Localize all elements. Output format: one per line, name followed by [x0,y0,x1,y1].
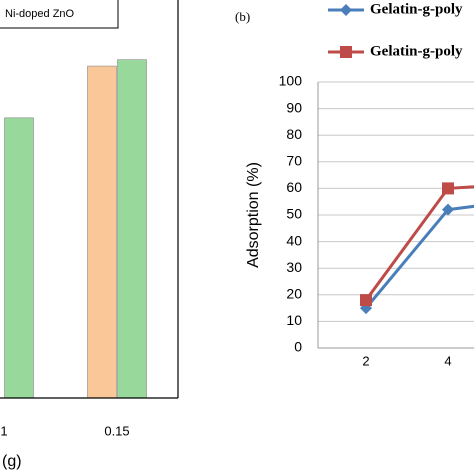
marker [360,294,372,307]
panel-label: (b) [235,9,250,24]
x-axis-label: (g) [2,453,22,470]
y-tick-label: 70 [286,153,302,169]
x-tick-label: 1 [0,423,7,438]
y-tick-label: 80 [286,126,302,142]
legend-label: Gelatin-g-poly [370,1,463,17]
y-tick-label: 10 [286,312,302,328]
y-tick-label: 40 [286,232,302,248]
y-axis-label: Adsorption (%) [245,162,262,268]
x-tick-label: 0.15 [104,423,129,438]
y-tick-label: 50 [286,206,302,222]
legend-marker [340,4,352,16]
legend-marker [340,46,352,58]
bar [117,59,147,399]
y-tick-label: 100 [279,73,303,89]
x-tick-label: 4 [444,353,451,368]
bar [87,65,117,399]
y-tick-label: 0 [294,339,302,355]
y-tick-label: 30 [286,259,302,275]
y-tick-label: 60 [286,179,302,195]
marker [442,203,454,216]
marker [442,182,454,195]
legend-box [0,0,119,29]
legend-label: Gelatin-g-poly [370,43,463,59]
bar [4,117,34,399]
y-tick-label: 90 [286,99,302,115]
x-tick-label: 2 [362,353,369,368]
y-tick-label: 20 [286,286,302,302]
legend-label: Ni-doped ZnO [5,8,75,20]
